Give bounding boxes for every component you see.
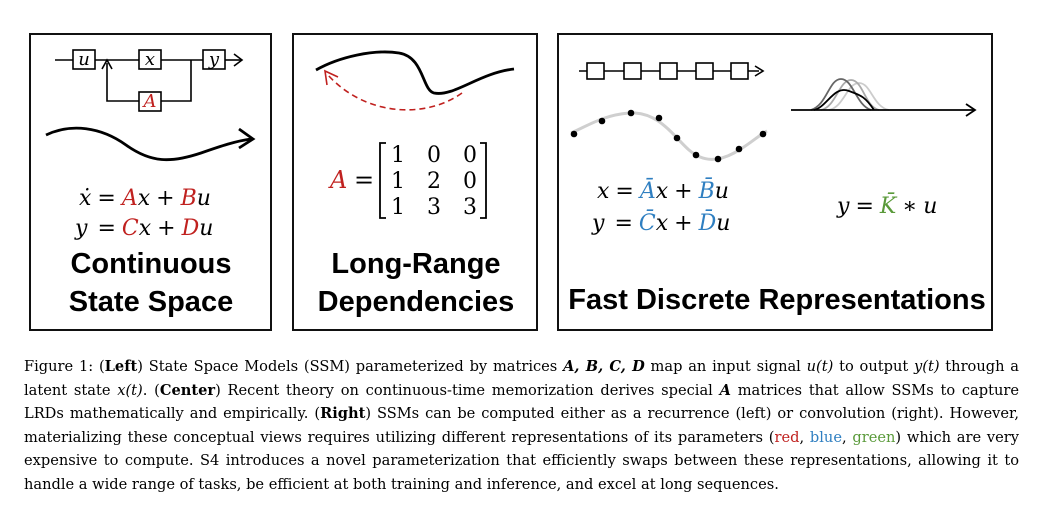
matrix-cell: 2 [427,169,441,194]
matrix-cell: 0 [463,143,477,168]
caption-left-label: Left [104,358,138,375]
continuous-signal-curve [45,126,252,162]
panel-fast-discrete-representations: x = Āx + B̄u y = C̄x + D̄u y = K̄ ∗ u Fast Discrete … [557,33,993,331]
matrix-a-name: A [328,166,347,194]
caption-math: u(t) [806,358,834,375]
panel-long-range-dependencies: A = 1 0 0 1 2 0 1 3 3 Long-Range Depende… [292,33,538,331]
matrix-cell: 1 [391,169,405,194]
matrix-right-bracket [480,142,487,219]
caption-math: y(t) [914,358,940,375]
caption-text: to output [833,358,915,375]
caption-text: , [799,428,810,446]
state-x-label: x [145,49,155,70]
caption-blue-word: blue [809,428,842,446]
matrix-cell: 0 [463,169,477,194]
discrete-diagram: x = Āx + B̄u y = C̄x + D̄u y = K̄ ∗ u Fast Discrete … [568,62,986,316]
matrix-equals: = [354,166,374,194]
input-u-label: u [78,49,90,70]
matrix-cell: 3 [463,195,477,220]
matrix-a-label: A [142,91,157,112]
dependency-arrow [327,74,463,111]
caption-text: matrices that allow SSMs to capture LRDs… [24,381,1019,423]
state-equation: ẋ = Ax + Bu [79,186,211,211]
caption-center-label: Center [159,381,216,399]
discrete-output-equation: y = C̄x + D̄u [591,209,730,236]
ssm-diagram: u x y A ẋ = Ax + Bu y = Cx + Du Continuous State… [45,49,256,318]
sampled-signal-curve [570,111,768,161]
convolution-equation: y = K̄ ∗ u [836,192,937,219]
caption-red-word: red [774,428,800,446]
caption-right-label: Right [320,405,366,422]
caption-text: ) which are very expensive to compute. S… [24,428,1020,493]
output-y-label: y [208,49,220,70]
caption-green-word: green [852,428,896,446]
caption-math: x(t) [117,381,143,399]
caption-matrices: A, B, C, D [563,358,645,375]
recurrence-chain [579,62,765,80]
caption-text: map an input signal [644,358,807,375]
panel-title-line1: Long-Range [331,248,500,280]
long-range-signal-curve [315,50,515,95]
figure-number: Figure 1: [24,358,94,375]
panel-title-line2: Dependencies [318,286,515,318]
sample-points [570,109,767,163]
discrete-state-equation: x = Āx + B̄u [597,177,729,204]
convolution-kernels [810,78,890,111]
output-equation: y = Cx + Du [74,216,213,241]
caption-math: A [719,381,731,399]
matrix-entries: 1 0 0 1 2 0 1 3 3 [391,143,477,220]
caption-text: through a latent state [24,358,1019,399]
matrix-cell: 3 [427,195,441,220]
caption-text: , [841,428,853,446]
lrd-diagram: A = 1 0 0 1 2 0 1 3 3 Long-Range Depende… [315,50,515,318]
matrix-cell: 1 [391,143,405,168]
panel-title: Fast Discrete Representations [568,284,985,316]
caption-text: ) Recent theory on continuous-time memor… [215,381,720,399]
matrix-left-bracket [379,142,386,219]
figure-caption: Figure 1: (Left) State Space Models (SSM… [24,358,1020,493]
matrix-cell: 0 [427,143,441,168]
panel-continuous-state-space: u x y A ẋ = Ax + Bu y = Cx + Du Continuous State… [29,33,272,331]
caption-text: State Space Models (SSM) parameterized b… [142,358,564,375]
caption-text: ) SSMs can be computed either as a recur… [24,405,1019,446]
panel-title-line1: Continuous [70,248,231,280]
matrix-cell: 1 [391,195,405,220]
panel-title-line2: State Space [69,286,233,318]
caption-text: . ( [142,381,160,399]
